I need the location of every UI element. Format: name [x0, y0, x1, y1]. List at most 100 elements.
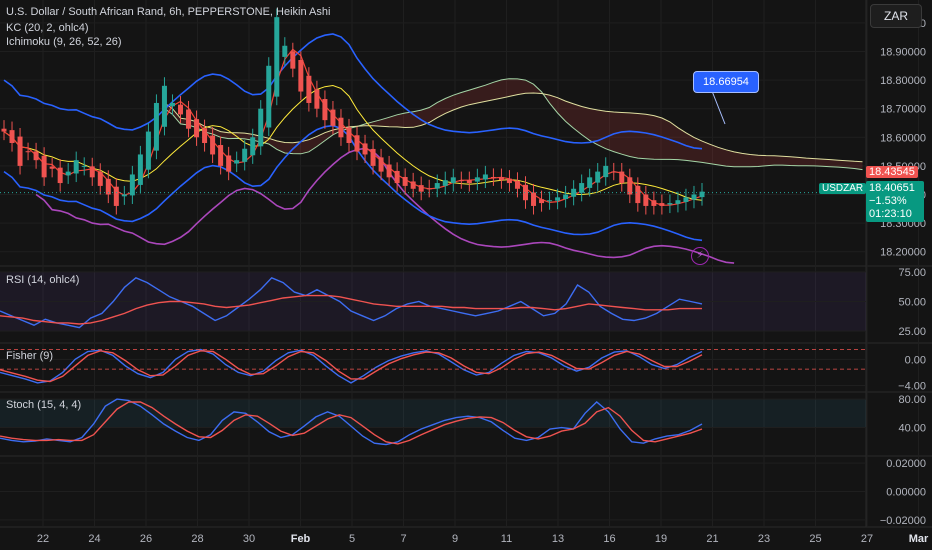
candle-body: [33, 151, 39, 161]
candle-body: [643, 194, 649, 206]
y-tick-label: 18.90000: [880, 46, 926, 58]
y-tick-label: 50.00: [898, 297, 926, 309]
y-tick-label: 0.02000: [886, 458, 926, 470]
y-tick-label: 18.20000: [880, 247, 926, 259]
candle-body: [145, 131, 151, 170]
candle-body: [547, 200, 553, 202]
x-tick-label: 22: [37, 533, 49, 545]
candle-body: [234, 160, 240, 164]
candle-body: [49, 166, 55, 169]
candle-body: [25, 151, 31, 153]
lightning-icon[interactable]: ⚡: [691, 247, 709, 265]
indicator-line-signal: [0, 350, 703, 383]
candle-body: [330, 109, 336, 126]
x-tick-label: Mar: [909, 533, 929, 545]
y-tick-label: 18.80000: [880, 75, 926, 87]
candle-body: [113, 186, 119, 206]
candle-body: [242, 148, 248, 162]
candle-body: [226, 155, 232, 172]
candle-body: [659, 203, 665, 206]
candle-body: [178, 104, 184, 115]
candle-body: [258, 108, 264, 147]
candle-body: [442, 180, 448, 186]
price-callout[interactable]: 18.66954: [693, 71, 759, 93]
candle-body: [354, 135, 360, 152]
kc-legend: KC (20, 2, ohlc4): [6, 22, 89, 34]
candle-body: [306, 75, 312, 103]
ichimoku-span-b: [164, 92, 863, 163]
indicator-line-primary: [0, 276, 703, 329]
x-tick-label: 27: [861, 533, 873, 545]
candle-body: [691, 194, 697, 200]
candle-body: [298, 59, 304, 92]
y-tick-label: 25.00: [898, 326, 926, 338]
ichimoku-span-a: [164, 78, 863, 171]
candle-body: [587, 177, 593, 188]
candle-body: [466, 180, 472, 184]
candle-body: [474, 177, 480, 182]
kc-lower-band: [3, 124, 703, 242]
lagging-span: [35, 147, 735, 264]
x-tick-label: 25: [809, 533, 821, 545]
candle-body: [250, 137, 256, 156]
candle-body: [482, 174, 488, 180]
x-tick-label: 21: [706, 533, 718, 545]
callout-leader: [711, 90, 726, 125]
y-tick-label: 75.00: [898, 267, 926, 279]
bar-countdown: 01:23:10: [869, 208, 912, 220]
candle-body: [89, 166, 95, 178]
symbol-tag: USDZAR: [819, 183, 867, 194]
candle-body: [498, 177, 504, 181]
currency-button[interactable]: ZAR: [870, 4, 922, 28]
last-price: 18.40651: [869, 182, 915, 194]
candle-body: [571, 188, 577, 197]
candle-body: [362, 143, 368, 155]
candle-body: [9, 130, 15, 144]
candle-body: [522, 184, 528, 201]
candle-body: [17, 136, 23, 166]
y-tick-label: −4.00: [898, 380, 926, 392]
candle-body: [410, 181, 416, 189]
x-tick-label: 16: [603, 533, 615, 545]
indicator-line-signal: [0, 401, 703, 445]
candle-body: [194, 119, 200, 138]
x-tick-label: 7: [400, 533, 406, 545]
x-tick-label: 24: [88, 533, 100, 545]
candle-body: [563, 194, 569, 200]
candle-body: [555, 197, 561, 201]
candle-body: [322, 99, 328, 121]
candle-body: [105, 178, 111, 195]
candle-body: [81, 165, 87, 167]
candle-body: [290, 51, 296, 69]
candle-body: [41, 155, 47, 178]
kc-upper-band: [3, 33, 703, 150]
x-tick-label: 11: [501, 533, 512, 545]
candle-body: [579, 183, 585, 193]
candle-body: [129, 174, 135, 196]
candle-body: [161, 85, 167, 127]
candle-body: [434, 183, 440, 189]
price-change: −1.53%: [869, 195, 907, 207]
stoch-label: Stoch (15, 4, 4): [6, 399, 82, 411]
candle-body: [378, 157, 384, 172]
candle-body: [121, 194, 127, 197]
x-tick-label: 26: [140, 533, 152, 545]
rsi-label: RSI (14, ohlc4): [6, 274, 80, 286]
chart-title: U.S. Dollar / South African Rand, 6h, PE…: [6, 6, 331, 18]
y-tick-label: 18.70000: [880, 104, 926, 116]
candle-body: [699, 191, 705, 198]
candle-body: [210, 135, 216, 155]
candle-body: [651, 200, 657, 206]
candle-body: [218, 145, 224, 166]
x-tick-label: 28: [191, 533, 203, 545]
y-tick-label: 0.00: [905, 354, 926, 366]
indicator-line-primary: [0, 348, 703, 384]
x-tick-label: 9: [452, 533, 458, 545]
candle-body: [506, 178, 512, 184]
candle-body: [346, 127, 352, 144]
candle-body: [186, 109, 192, 129]
candle-body: [603, 165, 609, 178]
candle-body: [635, 185, 641, 204]
candle-body: [73, 160, 79, 174]
